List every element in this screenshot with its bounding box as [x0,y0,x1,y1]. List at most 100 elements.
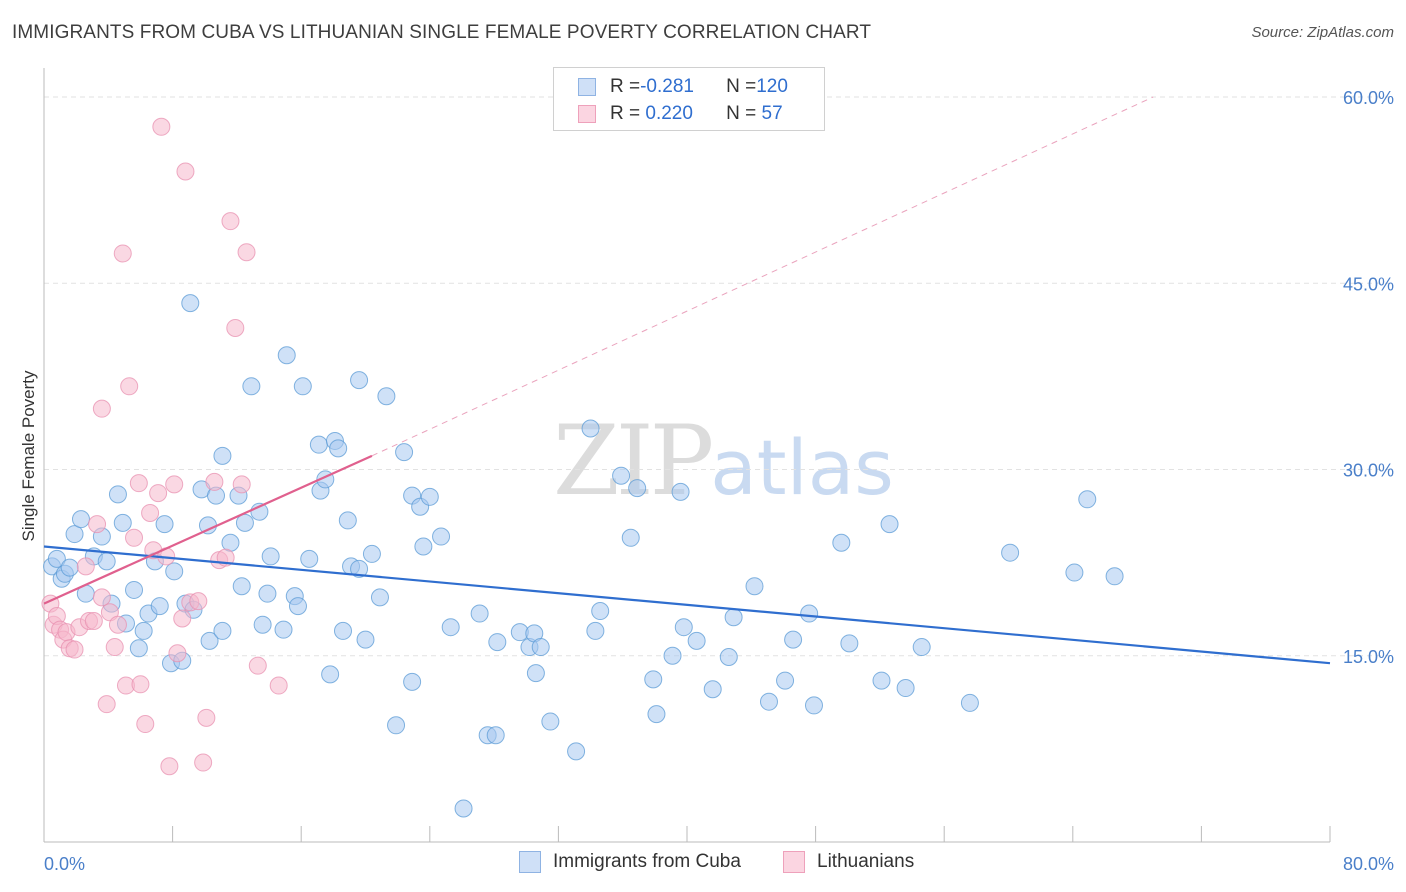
cuba-point [356,630,375,649]
cuba-point [134,621,153,640]
legend-n-label: N = [726,103,757,124]
cuba-point [321,665,340,684]
cuba-point [71,510,90,529]
lith-point [88,515,107,534]
y-tick-label: 60.0% [1343,88,1394,108]
lith-point [197,708,216,727]
cuba-point [387,716,406,735]
cuba-point [486,726,505,745]
cuba-point [274,620,293,639]
lith-point [269,676,288,695]
lith-trend-extension [371,96,1154,457]
legend-label-lith: Lithuanians [817,851,915,872]
cuba-point [1078,490,1097,509]
cuba-point [213,446,232,465]
lith-point [248,656,267,675]
lith-point [97,695,116,714]
cuba-point [644,670,663,689]
legend-item-cuba: Immigrants from Cuba [519,851,741,873]
cuba-point [97,552,116,571]
cuba-point [612,466,631,485]
lith-point [165,475,184,494]
lith-point [108,615,127,634]
cuba-point [65,525,84,544]
cuba-point [242,377,261,396]
cuba-point [108,485,127,504]
legend-r-label: R = [610,103,641,124]
lith-point [160,757,179,776]
lith-point [76,557,95,576]
cuba-point [253,615,272,634]
cuba-point [377,387,396,406]
y-tick-label: 45.0% [1343,274,1394,294]
cuba-point [395,443,414,462]
cuba-point [488,633,507,652]
cuba-point [441,618,460,637]
cuba-point [1065,563,1084,582]
lith-point [141,503,160,522]
y-tick-label: 15.0% [1343,647,1394,667]
lith-point [92,399,111,418]
lith-point [129,474,148,493]
cuba-point [333,621,352,640]
legend-r-value: -0.281 [640,76,694,97]
cuba-point [150,597,169,616]
cuba-point [350,371,369,390]
lith-point [194,753,213,772]
cuba-point [432,527,451,546]
cuba-point [674,618,693,637]
legend-item-lith: Lithuanians [783,851,914,873]
lith-trend-line [43,454,373,605]
cuba-point [872,671,891,690]
cuba-point [647,705,666,724]
y-tick-label: 30.0% [1343,461,1394,481]
cuba-point [420,487,439,506]
lith-point [152,117,171,136]
lith-point [136,715,155,734]
cuba-point [370,588,389,607]
legend-swatch-cuba [519,851,541,873]
lith-point [237,243,256,262]
chart-title: IMMIGRANTS FROM CUBA VS LITHUANIAN SINGL… [12,22,872,43]
cuba-point [129,639,148,658]
lith-point [125,528,144,547]
cuba-point [293,377,312,396]
legend-row-lith: R = 0.220 N = 57 [578,101,783,127]
lith-point [205,472,224,491]
lith-point [65,640,84,659]
cuba-point [591,602,610,621]
lith-point [105,638,124,657]
cuba-point [687,631,706,650]
cuba-point [776,671,795,690]
cuba-point [60,558,79,577]
cuba-point [309,435,328,454]
cuba-point [125,580,144,599]
cuba-point [470,604,489,623]
lith-point [232,475,251,494]
cuba-point [1001,543,1020,562]
cuba-point [784,630,803,649]
lith-point [149,484,168,503]
cuba-point [719,647,738,666]
cuba-point [724,608,743,627]
cuba-point [155,515,174,534]
legend-row-cuba: R = -0.281 N = 120 [578,74,788,100]
lith-point [189,592,208,611]
cuba-point [586,621,605,640]
cuba-point [832,533,851,552]
cuba-point [531,638,550,657]
legend-r-value: 0.220 [640,103,693,124]
cuba-point [628,479,647,498]
y-axis-label: Single Female Poverty [19,370,38,542]
legend-n-value: 120 [756,76,788,97]
series-legend: Immigrants from Cuba Lithuanians [0,851,1406,877]
cuba-point [338,511,357,530]
cuba-point [213,621,232,640]
watermark: ZIPatlas [553,405,894,517]
legend-r-label: R = [610,76,641,97]
cuba-point [181,294,200,313]
cuba-point [541,712,560,731]
cuba-point [288,597,307,616]
cuba-point [232,577,251,596]
